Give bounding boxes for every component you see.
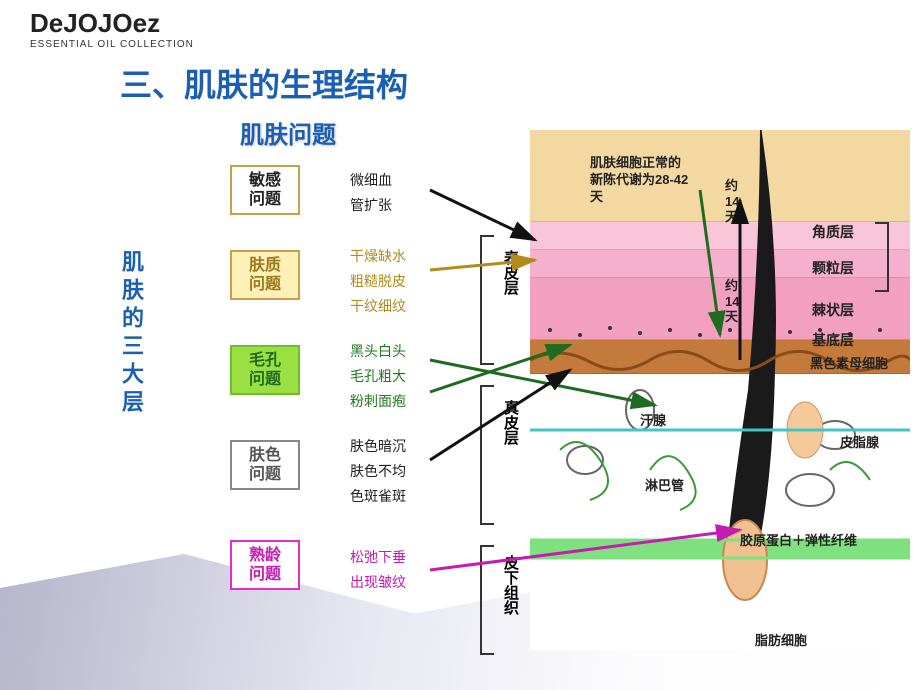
arrow-0	[430, 190, 535, 240]
metabolism-note: 肌肤细胞正常的 新陈代谢为28-42 天	[590, 155, 688, 206]
epidermis-sublabel-3: 基底层	[812, 330, 854, 350]
layer-bracket-0	[480, 235, 494, 365]
hair-follicle	[530, 130, 910, 670]
symptom-list-texture: 干燥缺水粗糙脱皮干纹细纹	[350, 244, 406, 320]
dermis-label-1: 淋巴管	[645, 475, 684, 494]
melanocyte-label: 黑色素母细胞	[810, 353, 888, 372]
epidermis-sublabel-1: 颗粒层	[812, 258, 854, 278]
skin-diagram	[530, 130, 910, 670]
symptom-list-tone: 肤色暗沉肤色不均色斑雀斑	[350, 434, 406, 510]
layer-bracket-1	[480, 385, 494, 525]
epidermis-sublabel-2: 棘状层	[812, 300, 854, 320]
dermis-label-3: 胶原蛋白＋弹性纤维	[740, 530, 857, 549]
layer-bracket-2	[480, 545, 494, 655]
dermis-label-2: 皮脂腺	[840, 432, 879, 451]
epidermis-bracket-icon	[875, 222, 889, 292]
brand-main: DeJOJOez	[30, 8, 194, 39]
page-subtitle: 肌肤问题	[240, 115, 336, 150]
brand-sub: ESSENTIAL OIL COLLECTION	[30, 39, 194, 50]
problem-box-pore: 毛孔 问题	[230, 345, 300, 395]
skin-layer-vlabel-1: 真皮层	[500, 400, 521, 445]
fat-cell-label: 脂肪细胞	[755, 630, 807, 649]
problem-box-tone: 肤色 问题	[230, 440, 300, 490]
problem-box-aging: 熟龄 问题	[230, 540, 300, 590]
half-period-1: 约 14 天	[725, 278, 739, 325]
epidermis-sublabel-0: 角质层	[812, 222, 854, 242]
problem-box-sensitive: 敏感 问题	[230, 165, 300, 215]
symptom-list-aging: 松弛下垂出现皱纹	[350, 545, 406, 595]
dermis-label-0: 汗腺	[640, 410, 666, 429]
brand-block: DeJOJOez ESSENTIAL OIL COLLECTION	[30, 8, 194, 50]
page-title: 三、肌肤的生理结构	[120, 60, 408, 106]
symptom-list-pore: 黑头白头毛孔粗大粉刺面疱	[350, 339, 406, 415]
three-layers-vertical-label: 肌肤的三大层	[115, 250, 147, 418]
problem-box-texture: 肤质 问题	[230, 250, 300, 300]
half-period-0: 约 14 天	[725, 178, 739, 225]
skin-layer-vlabel-2: 皮下组织	[500, 555, 521, 615]
skin-layer-vlabel-0: 表皮层	[500, 250, 521, 295]
symptom-list-sensitive: 微细血管扩张	[350, 168, 392, 218]
